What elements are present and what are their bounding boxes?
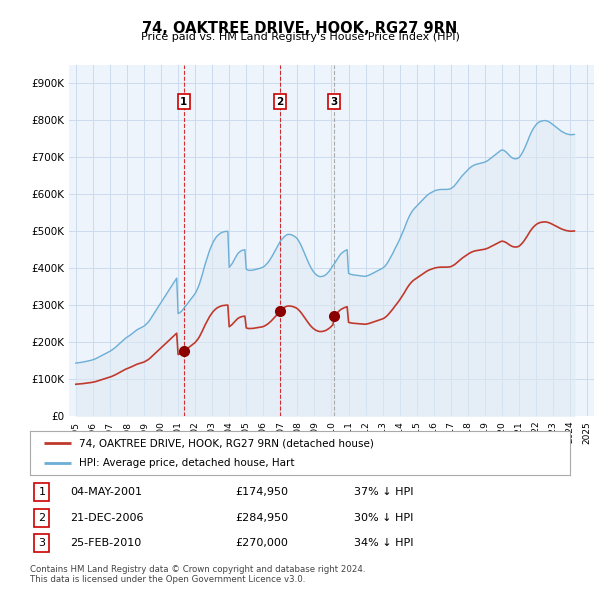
- Text: 2: 2: [38, 513, 46, 523]
- Text: 21-DEC-2006: 21-DEC-2006: [71, 513, 144, 523]
- Text: 1: 1: [180, 97, 188, 107]
- Text: Price paid vs. HM Land Registry's House Price Index (HPI): Price paid vs. HM Land Registry's House …: [140, 32, 460, 42]
- Text: 37% ↓ HPI: 37% ↓ HPI: [354, 487, 413, 497]
- Text: 3: 3: [38, 538, 46, 548]
- Text: 2: 2: [276, 97, 283, 107]
- Text: Contains HM Land Registry data © Crown copyright and database right 2024.: Contains HM Land Registry data © Crown c…: [30, 565, 365, 574]
- Text: 3: 3: [331, 97, 338, 107]
- Text: £174,950: £174,950: [235, 487, 288, 497]
- Text: 34% ↓ HPI: 34% ↓ HPI: [354, 538, 413, 548]
- Text: 04-MAY-2001: 04-MAY-2001: [71, 487, 143, 497]
- Text: £270,000: £270,000: [235, 538, 288, 548]
- Text: 74, OAKTREE DRIVE, HOOK, RG27 9RN: 74, OAKTREE DRIVE, HOOK, RG27 9RN: [142, 21, 458, 35]
- Text: HPI: Average price, detached house, Hart: HPI: Average price, detached house, Hart: [79, 458, 294, 467]
- Text: 25-FEB-2010: 25-FEB-2010: [71, 538, 142, 548]
- Text: 30% ↓ HPI: 30% ↓ HPI: [354, 513, 413, 523]
- Text: 74, OAKTREE DRIVE, HOOK, RG27 9RN (detached house): 74, OAKTREE DRIVE, HOOK, RG27 9RN (detac…: [79, 438, 373, 448]
- Text: This data is licensed under the Open Government Licence v3.0.: This data is licensed under the Open Gov…: [30, 575, 305, 584]
- Text: £284,950: £284,950: [235, 513, 289, 523]
- Text: 1: 1: [38, 487, 46, 497]
